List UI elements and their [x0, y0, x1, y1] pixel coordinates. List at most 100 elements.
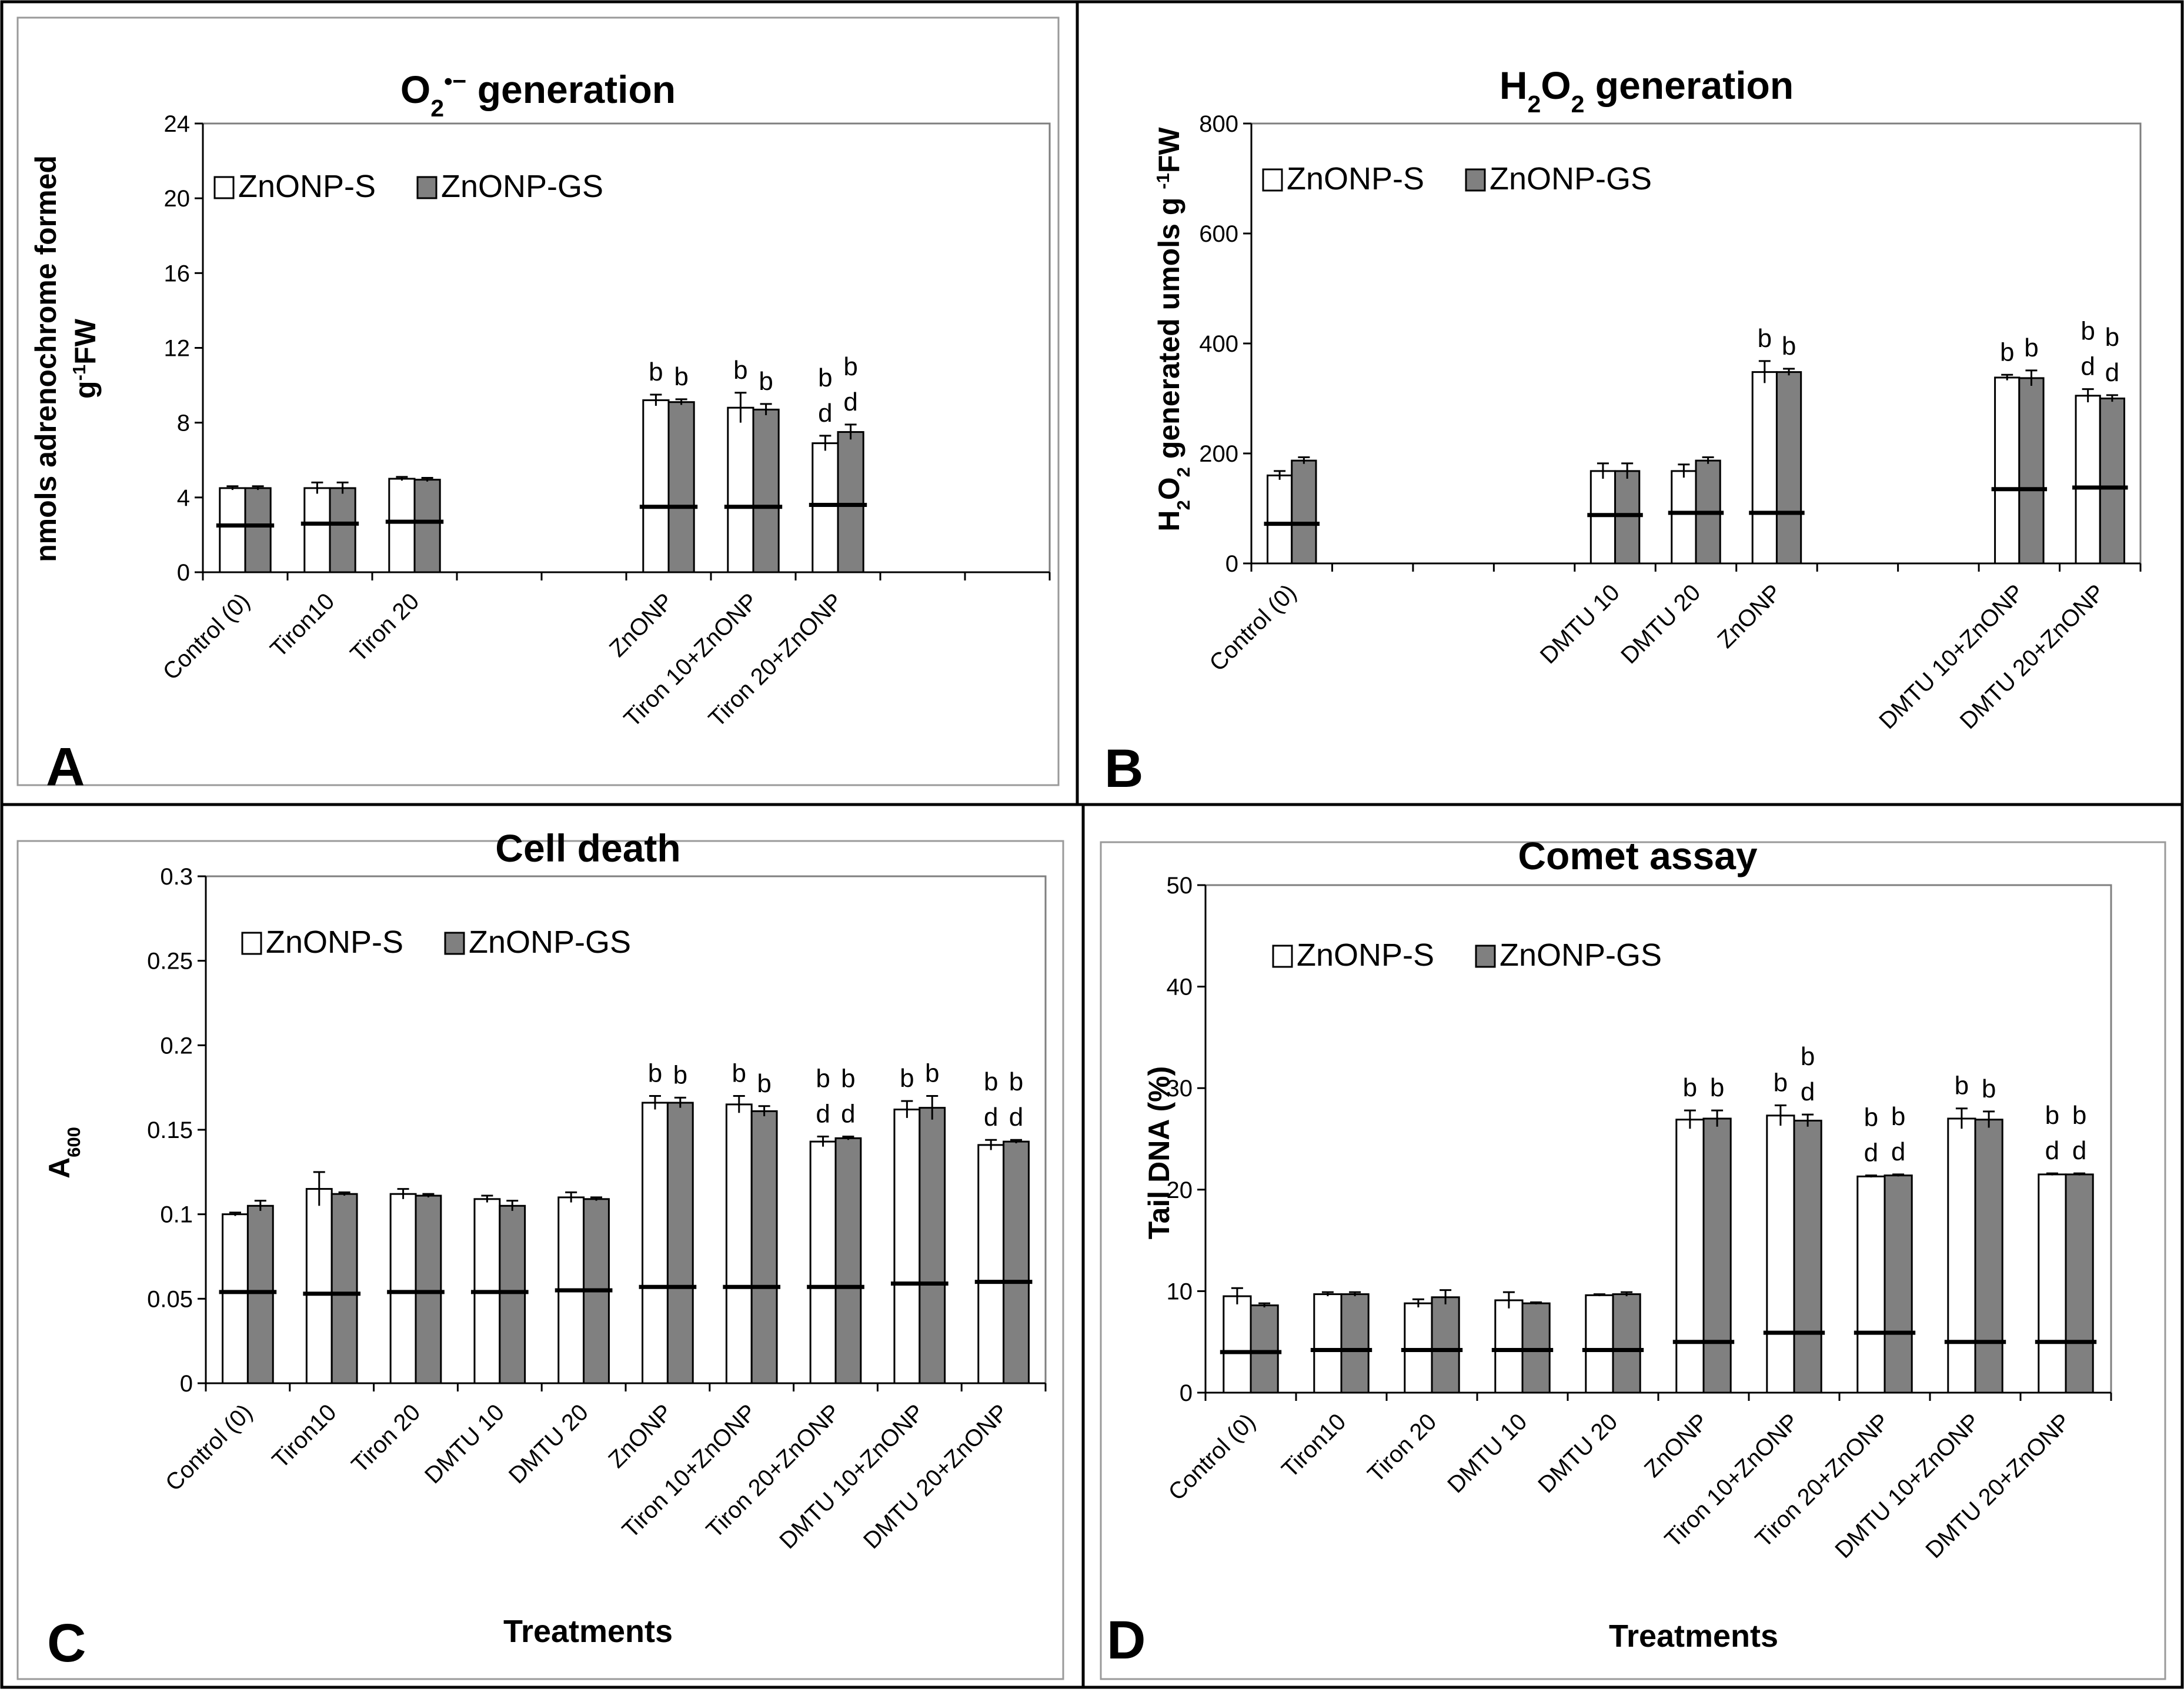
category-label: ZnONP — [1712, 579, 1786, 653]
chart-frame — [16, 16, 1060, 786]
y-tick-label: 12 — [164, 336, 191, 362]
y-axis-label: nmols adrenochrome formed — [29, 155, 62, 562]
bar-gs — [667, 401, 695, 573]
y-tick-label: 10 — [1167, 1279, 1193, 1304]
category-label: DMTU 10 — [1442, 1409, 1532, 1498]
bar-s — [303, 487, 331, 573]
legend-swatch-gs — [444, 932, 465, 955]
significance-letter: b — [900, 1064, 914, 1093]
bar-s — [1675, 1119, 1705, 1394]
legend-swatch-s — [1272, 945, 1293, 968]
y-tick-label: 8 — [177, 411, 190, 436]
significance-letter: b — [1710, 1073, 1724, 1102]
y-tick-label: 0.25 — [147, 949, 193, 975]
bar-gs — [329, 487, 356, 573]
category-label: Tiron 20 — [347, 1399, 426, 1478]
bar-gs — [666, 1102, 694, 1384]
y-tick-label: 0 — [177, 560, 190, 586]
significance-letter: b — [843, 352, 857, 381]
bar-s — [1266, 474, 1293, 565]
significance-letter: b — [673, 1060, 687, 1089]
bar-s — [219, 487, 246, 573]
y-axis-label: A600 — [43, 1127, 84, 1179]
category-label: Tiron10 — [265, 588, 339, 662]
bar-gs — [1884, 1174, 1913, 1394]
category-label: ZnONP — [603, 1399, 677, 1473]
chart-title: O2•− generation — [400, 68, 676, 122]
significance-letter: b — [674, 362, 688, 391]
legend-label-s: ZnONP-S — [1287, 161, 1424, 196]
bar-gs — [330, 1193, 358, 1384]
significance-letter: b — [2081, 317, 2095, 346]
bar-gs — [415, 1194, 442, 1384]
bar-s — [388, 478, 416, 573]
bar-s — [642, 399, 670, 573]
chart-title: Cell death — [495, 826, 680, 870]
significance-letter: b — [2045, 1101, 2059, 1130]
y-tick-label: 0 — [1180, 1380, 1193, 1406]
y-tick-label: 20 — [164, 186, 191, 212]
bar-s — [727, 406, 754, 573]
legend-swatch-gs — [416, 176, 438, 199]
y-tick-label: 400 — [1199, 331, 1238, 357]
category-label: Control (0) — [161, 1399, 258, 1496]
y-tick-label: 800 — [1199, 111, 1238, 137]
category-label: DMTU 10 — [1535, 579, 1625, 669]
legend: ZnONP-S ZnONP-GS — [1262, 161, 1652, 196]
significance-letter: d — [843, 388, 857, 416]
y-axis-label: Tail DNA (%) — [1143, 1066, 1176, 1239]
y-tick-label: 0.1 — [160, 1202, 193, 1228]
y-tick-label: 600 — [1199, 221, 1238, 247]
chart-title: H2O2 generation — [1500, 64, 1794, 118]
significance-letter: b — [1009, 1067, 1023, 1096]
y-tick-label: 0.15 — [147, 1117, 193, 1143]
significance-letter: b — [1982, 1074, 1996, 1103]
category-label: Tiron 20 — [346, 588, 425, 667]
significance-letter: b — [732, 1059, 746, 1088]
significance-letter: d — [2045, 1136, 2059, 1165]
bar-s — [977, 1144, 1005, 1384]
significance-letter: d — [1801, 1077, 1815, 1106]
category-label: DMTU 20 — [504, 1399, 593, 1489]
bar-s — [1766, 1114, 1795, 1394]
y-axis-label: H2O2 generated umols g -1FW — [1153, 127, 1194, 532]
panel-letter: C — [47, 1613, 86, 1673]
significance-letter: b — [2000, 338, 2014, 366]
bar-gs — [1702, 1117, 1732, 1394]
significance-letter: b — [757, 1069, 771, 1098]
bar-s — [2075, 395, 2101, 565]
bar-s — [1494, 1299, 1524, 1394]
bar-s — [893, 1109, 921, 1384]
y-tick-label: 4 — [177, 485, 190, 511]
significance-letter: b — [1955, 1072, 1969, 1100]
bar-gs — [413, 479, 441, 573]
y-tick-label: 0 — [180, 1371, 193, 1397]
significance-letter: b — [1774, 1069, 1788, 1097]
legend: ZnONP-S ZnONP-GS — [213, 169, 603, 204]
category-label: Control (0) — [1164, 1409, 1261, 1506]
bar-gs — [837, 431, 864, 573]
y-tick-label: 0.05 — [147, 1286, 193, 1312]
bar-gs — [2018, 377, 2045, 565]
chart-frame — [16, 840, 1064, 1680]
significance-letter: b — [1782, 332, 1796, 361]
category-label: DMTU 20 — [1533, 1409, 1622, 1498]
category-label: DMTU 10+ZnONP — [774, 1399, 929, 1554]
bar-gs — [246, 1204, 274, 1384]
bar-gs — [1003, 1140, 1030, 1384]
significance-letter: d — [818, 399, 832, 428]
chart-frame — [1100, 841, 2166, 1680]
legend-swatch-gs — [1475, 945, 1496, 968]
significance-letter: d — [841, 1099, 855, 1128]
panel-d: Comet assay D Tail DNA (%) Treatments 0 10 20 3… — [1100, 834, 2166, 1680]
legend-label-gs: ZnONP-GS — [1500, 937, 1662, 973]
legend-label-gs: ZnONP-GS — [1490, 161, 1652, 196]
bar-gs — [750, 1110, 778, 1384]
bar-s — [389, 1193, 417, 1384]
bar-s — [2038, 1173, 2067, 1394]
significance-letter: d — [984, 1103, 998, 1132]
category-label: DMTU 20+ZnONP — [1955, 579, 2110, 734]
chart-title: Comet assay — [1518, 834, 1758, 877]
